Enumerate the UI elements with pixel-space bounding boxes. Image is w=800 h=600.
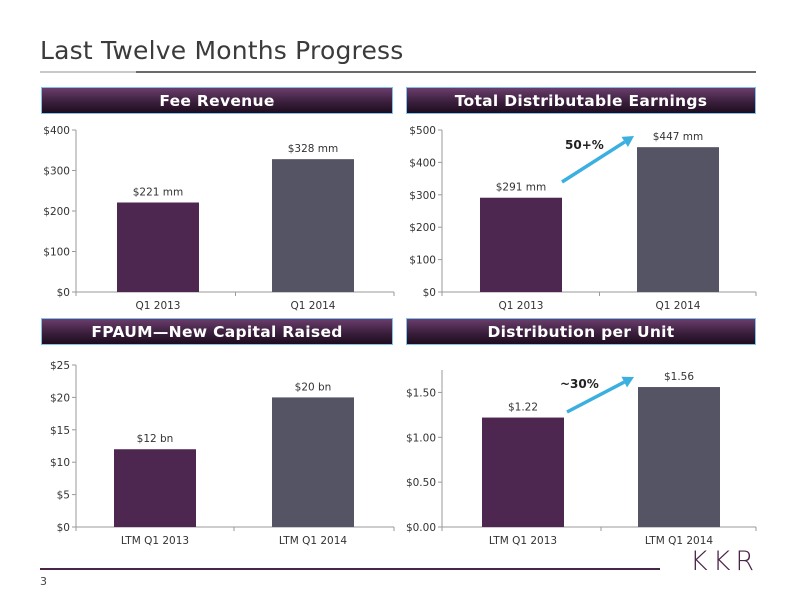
bar-2 — [272, 159, 354, 292]
y-tick-label: $0.00 — [406, 522, 436, 534]
data-label: $1.56 — [664, 371, 694, 383]
category-label: Q1 2013 — [135, 300, 180, 312]
page-number: 3 — [40, 575, 47, 588]
data-label: $447 mm — [653, 131, 704, 143]
y-tick-label: $0 — [57, 522, 70, 534]
data-label: $328 mm — [288, 143, 339, 155]
y-tick-label: $100 — [43, 247, 70, 259]
data-label: $221 mm — [133, 186, 184, 198]
footer-divider — [40, 568, 660, 570]
chart-svg: $0 $100 $200 $300 $400 $500 $291 mm Q1 2013 $447… — [409, 125, 757, 312]
data-label: $1.22 — [508, 402, 538, 414]
distribution-per-unit-chart: $0.00 $0.50 $1.00 $1.50 $1.22 LTM Q1 2013 $1.5… — [400, 350, 800, 550]
y-tick-label: $0.50 — [406, 477, 436, 489]
data-label: $20 bn — [295, 381, 332, 393]
y-tick-label: $300 — [43, 166, 70, 178]
bar-2 — [637, 147, 719, 292]
page-title: Last Twelve Months Progress — [40, 36, 404, 65]
bar-1 — [114, 449, 196, 527]
category-label: Q1 2014 — [290, 300, 335, 312]
fpaum-header: FPAUM—New Capital Raised — [41, 318, 393, 345]
data-label: $12 bn — [137, 433, 174, 445]
y-tick-label: $500 — [409, 125, 436, 137]
y-tick-label: $1.00 — [406, 432, 436, 444]
category-label: LTM Q1 2013 — [489, 535, 557, 547]
y-tick-label: $400 — [409, 157, 436, 169]
title-divider-accent — [40, 71, 136, 73]
bar-2 — [638, 387, 720, 527]
growth-annotation: 50+% — [565, 138, 604, 152]
growth-arrow — [566, 380, 626, 414]
chart-svg: $0.00 $0.50 $1.00 $1.50 $1.22 LTM Q1 2013 $1.5… — [406, 370, 757, 547]
chart-svg: $0 $100 $200 $300 $400 $221 mm Q1 2013 $328 mm Q… — [43, 125, 395, 312]
y-tick-label: $25 — [50, 360, 70, 372]
y-tick-label: $0 — [57, 287, 70, 299]
y-tick-label: $15 — [50, 425, 70, 437]
category-label: Q1 2013 — [498, 300, 543, 312]
y-tick-label: $100 — [409, 255, 436, 267]
y-tick-label: $10 — [50, 457, 70, 469]
fee-revenue-header: Fee Revenue — [41, 87, 393, 114]
chart-svg: $0 $5 $10 $15 $20 $25 $12 bn LTM Q1 2013 $20 bn L… — [50, 360, 395, 547]
bar-2 — [272, 397, 354, 527]
y-tick-label: $200 — [409, 222, 436, 234]
y-tick-label: $200 — [43, 206, 70, 218]
distributable-earnings-chart: $0 $100 $200 $300 $400 $500 $291 mm Q1 2013 $447… — [400, 116, 800, 316]
title-divider — [40, 71, 756, 73]
y-tick-label: $1.50 — [406, 387, 436, 399]
category-label: LTM Q1 2013 — [121, 535, 189, 547]
growth-arrow — [561, 140, 626, 184]
fee-revenue-chart: $0 $100 $200 $300 $400 $221 mm Q1 2013 $328 mm Q… — [0, 116, 400, 316]
data-label: $291 mm — [496, 182, 547, 194]
y-tick-label: $0 — [423, 287, 436, 299]
bar-1 — [482, 417, 564, 527]
y-tick-label: $300 — [409, 190, 436, 202]
fpaum-chart: $0 $5 $10 $15 $20 $25 $12 bn LTM Q1 2013 $20 bn L… — [0, 350, 400, 550]
y-tick-label: $5 — [57, 490, 70, 502]
y-tick-label: $20 — [50, 392, 70, 404]
y-tick-label: $400 — [43, 125, 70, 137]
category-label: Q1 2014 — [655, 300, 700, 312]
distribution-per-unit-header: Distribution per Unit — [406, 318, 756, 345]
category-label: LTM Q1 2014 — [279, 535, 348, 547]
distributable-earnings-header: Total Distributable Earnings — [406, 87, 756, 114]
growth-annotation: ~30% — [560, 377, 599, 391]
category-label: LTM Q1 2014 — [645, 535, 714, 547]
bar-1 — [117, 202, 199, 292]
growth-arrow-head — [621, 376, 634, 388]
growth-arrow-head — [621, 136, 634, 147]
bar-1 — [480, 197, 562, 292]
kkr-logo: KKR — [690, 546, 760, 577]
